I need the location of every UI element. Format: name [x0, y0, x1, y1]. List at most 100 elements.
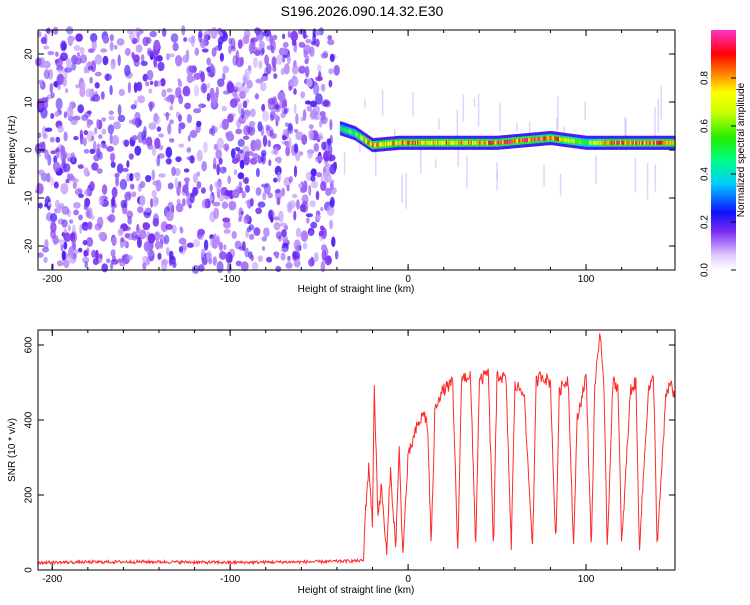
- signal-cell-core: [367, 140, 370, 145]
- noise-blob: [303, 49, 308, 59]
- noise-blob: [139, 181, 146, 189]
- noise-blob: [314, 30, 321, 36]
- noise-blob: [124, 191, 132, 201]
- noise-blob: [101, 263, 108, 273]
- noise-blob: [253, 57, 258, 68]
- noise-blob: [200, 187, 206, 194]
- x-tick-label: -200: [42, 574, 62, 585]
- signal-cell-core: [455, 140, 458, 145]
- noise-blob: [206, 92, 211, 102]
- x-tick-label: -100: [220, 574, 240, 585]
- noise-blob: [267, 139, 272, 148]
- noise-blob: [292, 193, 298, 199]
- noise-blob: [83, 130, 89, 136]
- noise-blob: [223, 244, 227, 251]
- signal-cell-core: [376, 142, 378, 147]
- signal-cell-core: [552, 136, 555, 141]
- signal-cell-core: [402, 140, 405, 145]
- noise-blob: [73, 45, 81, 52]
- noise-blob: [281, 229, 287, 238]
- spectrogram-streak: [375, 150, 377, 177]
- noise-blob: [126, 172, 131, 182]
- noise-blob: [203, 239, 209, 251]
- noise-blob: [186, 242, 194, 248]
- noise-blob: [65, 58, 72, 69]
- signal-cell-core: [382, 142, 385, 147]
- signal-cell-core: [484, 140, 487, 145]
- noise-blob: [80, 82, 86, 90]
- noise-blob: [298, 65, 306, 74]
- noise-blob: [167, 123, 172, 135]
- noise-blob: [146, 69, 154, 81]
- noise-blob: [90, 33, 98, 43]
- spectrogram-streak: [646, 163, 649, 200]
- noise-blob: [101, 117, 107, 122]
- noise-blob: [83, 66, 87, 74]
- noise-blob: [126, 160, 130, 168]
- noise-blob: [213, 157, 217, 169]
- signal-cell-core: [657, 140, 660, 145]
- noise-blob: [217, 78, 225, 87]
- noise-blob: [126, 210, 134, 219]
- noise-blob: [76, 52, 81, 58]
- noise-blob: [218, 241, 223, 251]
- noise-blob: [183, 168, 190, 173]
- noise-blob: [269, 129, 274, 137]
- noise-blob: [300, 230, 309, 242]
- signal-cell-core: [362, 136, 365, 141]
- noise-blob: [293, 210, 297, 221]
- signal-cell-core: [479, 140, 482, 145]
- noise-blob: [50, 221, 57, 233]
- noise-blob: [157, 61, 165, 72]
- noise-blob: [132, 118, 136, 126]
- noise-blob: [167, 182, 174, 190]
- signal-cell-core: [656, 140, 659, 145]
- noise-blob: [154, 231, 161, 242]
- noise-blob: [234, 81, 243, 90]
- noise-blob: [64, 67, 73, 73]
- signal-cell-core: [650, 140, 652, 145]
- colorbar: 0.0 0.2 0.4 0.6 0.8 Normalized spectral ampl…: [700, 30, 747, 277]
- noise-blob: [134, 145, 142, 156]
- noise-blob: [70, 234, 76, 242]
- signal-cell-core: [393, 141, 396, 146]
- noise-blob: [91, 39, 97, 51]
- signal-cell-core: [469, 140, 472, 145]
- noise-blob: [243, 75, 248, 85]
- signal-cell-core: [530, 137, 533, 142]
- signal-cell-core: [346, 128, 349, 133]
- noise-blob: [320, 83, 326, 92]
- noise-blob: [73, 202, 81, 209]
- noise-blob: [78, 214, 83, 221]
- noise-blob: [262, 192, 267, 201]
- colorbar-tick-label: 0.6: [700, 119, 711, 133]
- signal-cell-core: [471, 140, 474, 145]
- noise-blob: [96, 143, 100, 150]
- noise-blob: [189, 193, 195, 204]
- noise-blob: [174, 168, 181, 176]
- signal-cell-core: [485, 140, 488, 145]
- noise-blob: [310, 175, 316, 182]
- noise-blob: [313, 83, 320, 96]
- noise-blob: [284, 63, 290, 75]
- noise-blob: [178, 125, 182, 134]
- snr-y-label: SNR (10 * v/v): [7, 418, 18, 482]
- noise-blob: [116, 38, 125, 46]
- noise-blob: [50, 150, 57, 155]
- colorbar-ticks: 0.0 0.2 0.4 0.6 0.8: [700, 71, 736, 277]
- noise-blob: [271, 56, 277, 68]
- noise-blob: [77, 104, 84, 114]
- noise-blob: [263, 29, 272, 37]
- signal-cell-core: [631, 140, 634, 145]
- signal-cell-core: [354, 131, 357, 136]
- noise-blob: [113, 121, 121, 130]
- noise-blob: [222, 65, 230, 74]
- noise-blob: [242, 177, 249, 184]
- y-tick-label: 20: [24, 48, 35, 60]
- noise-blob: [82, 240, 88, 246]
- noise-blob: [84, 188, 92, 197]
- noise-blob: [50, 213, 58, 223]
- noise-blob: [321, 250, 327, 261]
- signal-cell-core: [528, 138, 530, 142]
- noise-blob: [94, 82, 100, 89]
